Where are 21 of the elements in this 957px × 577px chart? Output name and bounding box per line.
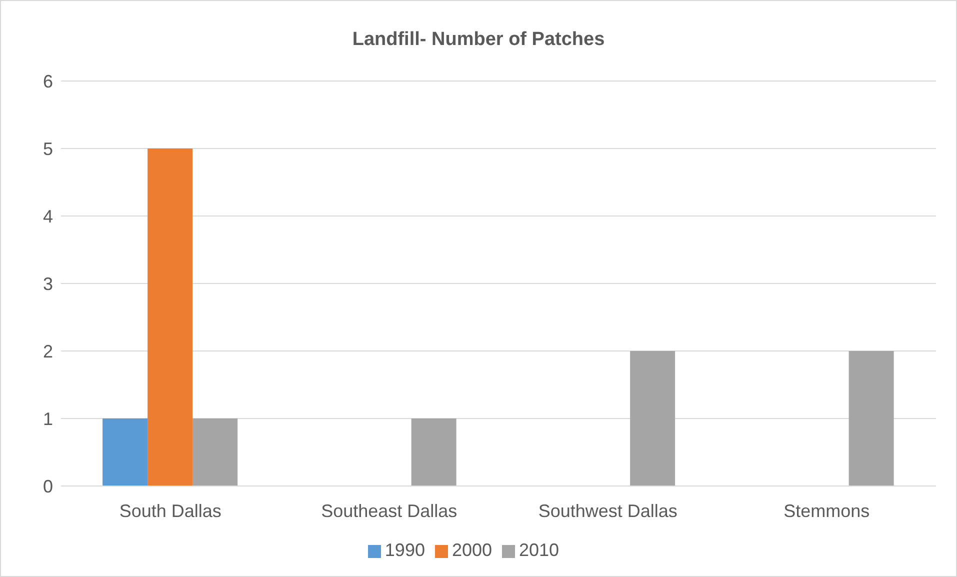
y-tick-label: 6 bbox=[42, 71, 53, 92]
bar bbox=[148, 148, 193, 486]
bar bbox=[192, 418, 238, 486]
y-tick-label: 0 bbox=[42, 476, 53, 496]
legend-label: 2010 bbox=[519, 540, 560, 560]
legend-label: 1990 bbox=[384, 540, 425, 560]
x-tick-label: Southwest Dallas bbox=[538, 500, 678, 521]
bar bbox=[630, 351, 676, 486]
y-tick-label: 3 bbox=[42, 274, 53, 294]
x-tick-label: South Dallas bbox=[119, 500, 222, 521]
bar bbox=[102, 418, 148, 486]
y-tick-label: 5 bbox=[42, 138, 53, 159]
y-tick-label: 1 bbox=[42, 408, 53, 429]
bar bbox=[411, 418, 456, 486]
legend-label: 2000 bbox=[452, 540, 492, 560]
x-tick-label: Southeast Dallas bbox=[321, 500, 458, 521]
y-tick-label: 4 bbox=[42, 206, 53, 226]
y-tick-label: 2 bbox=[42, 341, 53, 362]
chart-title: Landfill- Number of Patches bbox=[351, 29, 606, 51]
x-tick-label: Stemmons bbox=[784, 500, 870, 521]
bar bbox=[848, 351, 894, 486]
